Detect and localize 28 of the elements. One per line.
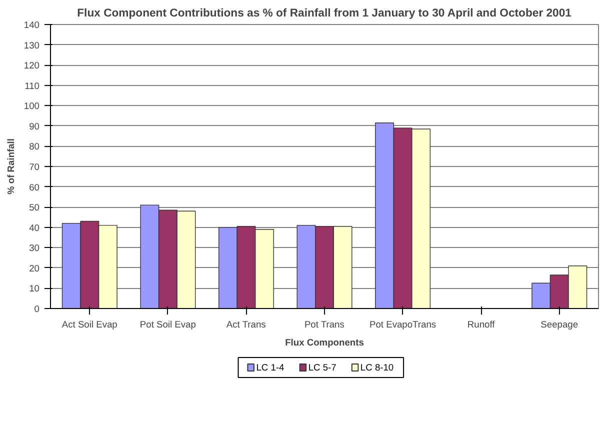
- y-tick-label: 140: [24, 20, 40, 30]
- y-tick-label: 120: [24, 60, 40, 71]
- chart-title: Flux Component Contributions as % of Rainfall from 1 January to 30 April and October 2001: [77, 8, 572, 20]
- y-tick-label: 100: [24, 101, 40, 112]
- x-tick-label: Pot EvapoTrans: [370, 320, 436, 330]
- x-tick-label: Act Trans: [226, 320, 266, 330]
- y-tick-label: 80: [29, 142, 40, 152]
- y-tick-label: 30: [29, 243, 40, 254]
- x-tick-label: Pot Trans: [304, 320, 345, 330]
- y-tick-label: 40: [29, 222, 40, 233]
- x-axis-title: Flux Components: [285, 338, 364, 348]
- y-tick-label: 0: [34, 304, 40, 314]
- legend-label: LC 1-4: [256, 362, 284, 372]
- y-tick-label: 70: [29, 162, 40, 172]
- x-tick-label: Pot Soil Evap: [140, 320, 196, 330]
- x-tick-label: Runoff: [467, 320, 496, 330]
- y-tick-label: 90: [29, 121, 40, 132]
- y-tick-label: 60: [29, 182, 40, 192]
- legend-label: LC 5-7: [308, 362, 336, 372]
- y-tick-label: 130: [24, 40, 40, 50]
- y-tick-label: 110: [24, 80, 40, 91]
- x-tick-label: Act Soil Evap: [62, 320, 118, 330]
- x-tick-label: Seepage: [540, 320, 578, 330]
- legend-label: LC 8-10: [360, 362, 394, 372]
- y-tick-label: 50: [29, 202, 40, 213]
- y-axis-title: % of Rainfall: [6, 138, 16, 194]
- y-tick-label: 20: [29, 263, 40, 274]
- y-tick-label: 10: [29, 284, 40, 294]
